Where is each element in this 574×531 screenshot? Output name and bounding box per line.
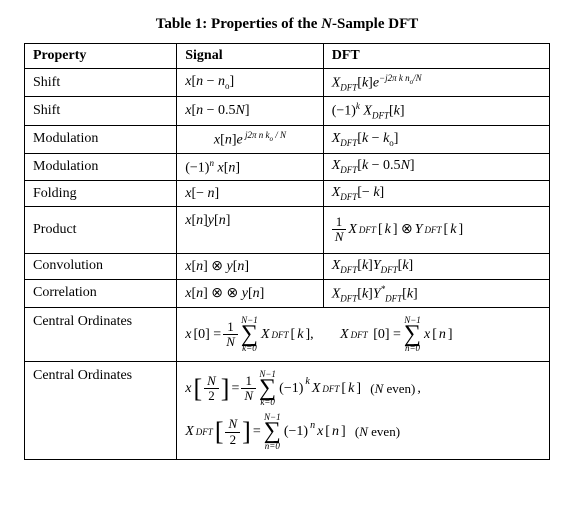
row-product: Product x[n]y[n] 1N XDFT[k] ⊗ YDFT[k] [25,207,550,254]
row-shift-1: Shift x[n − no] XDFT[k]e−j2π k no/N [25,69,550,97]
row-central-1: Central Ordinates x[0] = 1N N−1∑k=0 XDFT… [25,308,550,362]
row-fold: Folding x[− n] XDFT[− k] [25,181,550,207]
table-title: Table 1: Properties of the N-Sample DFT [24,16,550,33]
col-dft: DFT [323,44,549,69]
row-central-2: Central Ordinates x[N2] = 1N N−1∑k=0 (−1… [25,362,550,459]
row-mod-2: Modulation (−1)n x[n] XDFT[k − 0.5N] [25,153,550,181]
col-property: Property [25,44,177,69]
col-signal: Signal [177,44,323,69]
row-conv: Convolution x[n] ⊗ y[n] XDFT[k]YDFT[k] [25,253,550,279]
row-mod-1: Modulation x[n]e j2π n ko / N XDFT[k − k… [25,125,550,153]
row-shift-2: Shift x[n − 0.5N] (−1)k XDFT[k] [25,97,550,125]
row-corr: Correlation x[n] ⊗ ⊗ y[n] XDFT[k]Y*DFT[k… [25,279,550,307]
dft-properties-table: Property Signal DFT Shift x[n − no] XDFT… [24,43,550,460]
